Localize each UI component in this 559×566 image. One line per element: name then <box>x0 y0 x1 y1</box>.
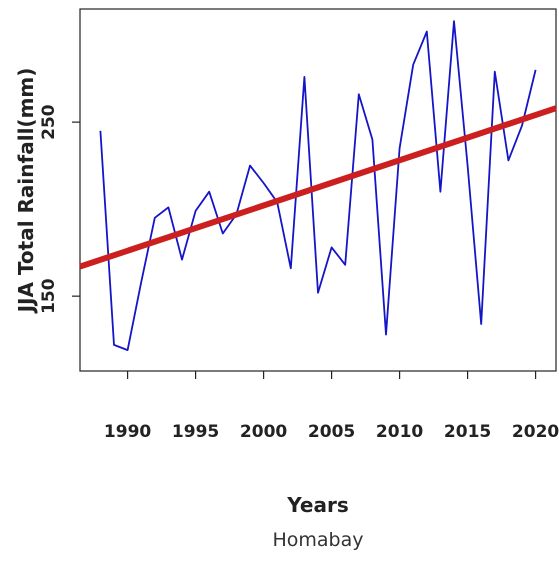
trend-line <box>79 105 557 270</box>
x-tick-label: 2020 <box>512 422 559 442</box>
plot-frame <box>79 8 557 372</box>
x-tick-label: 1990 <box>104 422 151 442</box>
x-tick-label: 1995 <box>172 422 219 442</box>
x-tick-label: 2015 <box>444 422 491 442</box>
x-tick-label: 2000 <box>240 422 287 442</box>
y-axis: 150 250 <box>39 104 80 314</box>
y-tick-label: 150 <box>39 278 59 314</box>
x-axis-title: Years <box>286 493 348 517</box>
chart-subtitle: Homabay <box>272 529 363 551</box>
x-tick-label: 2010 <box>376 422 423 442</box>
x-tick-label: 2005 <box>308 422 355 442</box>
y-axis-title: JJA Total Rainfall(mm) <box>14 68 38 315</box>
series-layer <box>79 20 557 352</box>
x-axis: 1990 1995 2000 2005 2010 2015 2020 <box>104 371 559 442</box>
y-tick-label: 250 <box>39 104 59 140</box>
rainfall-series-line <box>99 20 537 352</box>
